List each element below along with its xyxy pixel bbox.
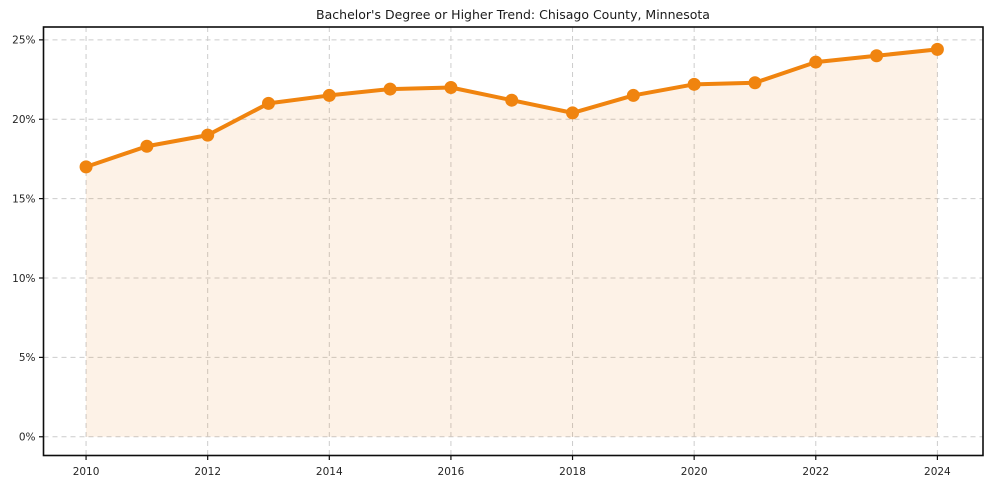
data-point-2019: [626, 88, 640, 102]
data-point-2010: [79, 160, 93, 174]
data-point-2013: [261, 96, 275, 110]
data-point-2023: [870, 49, 884, 63]
data-point-2022: [809, 55, 823, 69]
data-point-2012: [201, 128, 215, 142]
x-tick-label: 2012: [194, 466, 221, 478]
x-tick-label: 2010: [73, 466, 100, 478]
data-point-2016: [444, 80, 458, 94]
data-point-2024: [930, 42, 944, 56]
x-tick-label: 2022: [802, 466, 829, 478]
data-point-2020: [687, 77, 701, 91]
x-tick-label: 2020: [681, 466, 708, 478]
data-point-2015: [383, 82, 397, 96]
y-tick-label: 20%: [12, 114, 35, 126]
data-point-2014: [322, 88, 336, 102]
x-tick-label: 2024: [924, 466, 951, 478]
y-tick-label: 25%: [12, 35, 35, 47]
x-tick-label: 2014: [316, 466, 343, 478]
data-point-2021: [748, 76, 762, 90]
plot-border: [42, 26, 984, 457]
data-point-2017: [505, 93, 519, 107]
y-tick-label: 5%: [19, 352, 36, 364]
y-tick-label: 0%: [19, 432, 36, 444]
data-point-2011: [140, 139, 154, 153]
y-tick-label: 10%: [12, 273, 35, 285]
x-tick-label: 2018: [559, 466, 586, 478]
area-fill: [86, 49, 938, 437]
data-point-2018: [566, 106, 580, 120]
y-tick-label: 15%: [12, 193, 35, 205]
chart-title: Bachelor's Degree or Higher Trend: Chisa…: [316, 7, 710, 22]
x-tick-label: 2016: [438, 466, 465, 478]
